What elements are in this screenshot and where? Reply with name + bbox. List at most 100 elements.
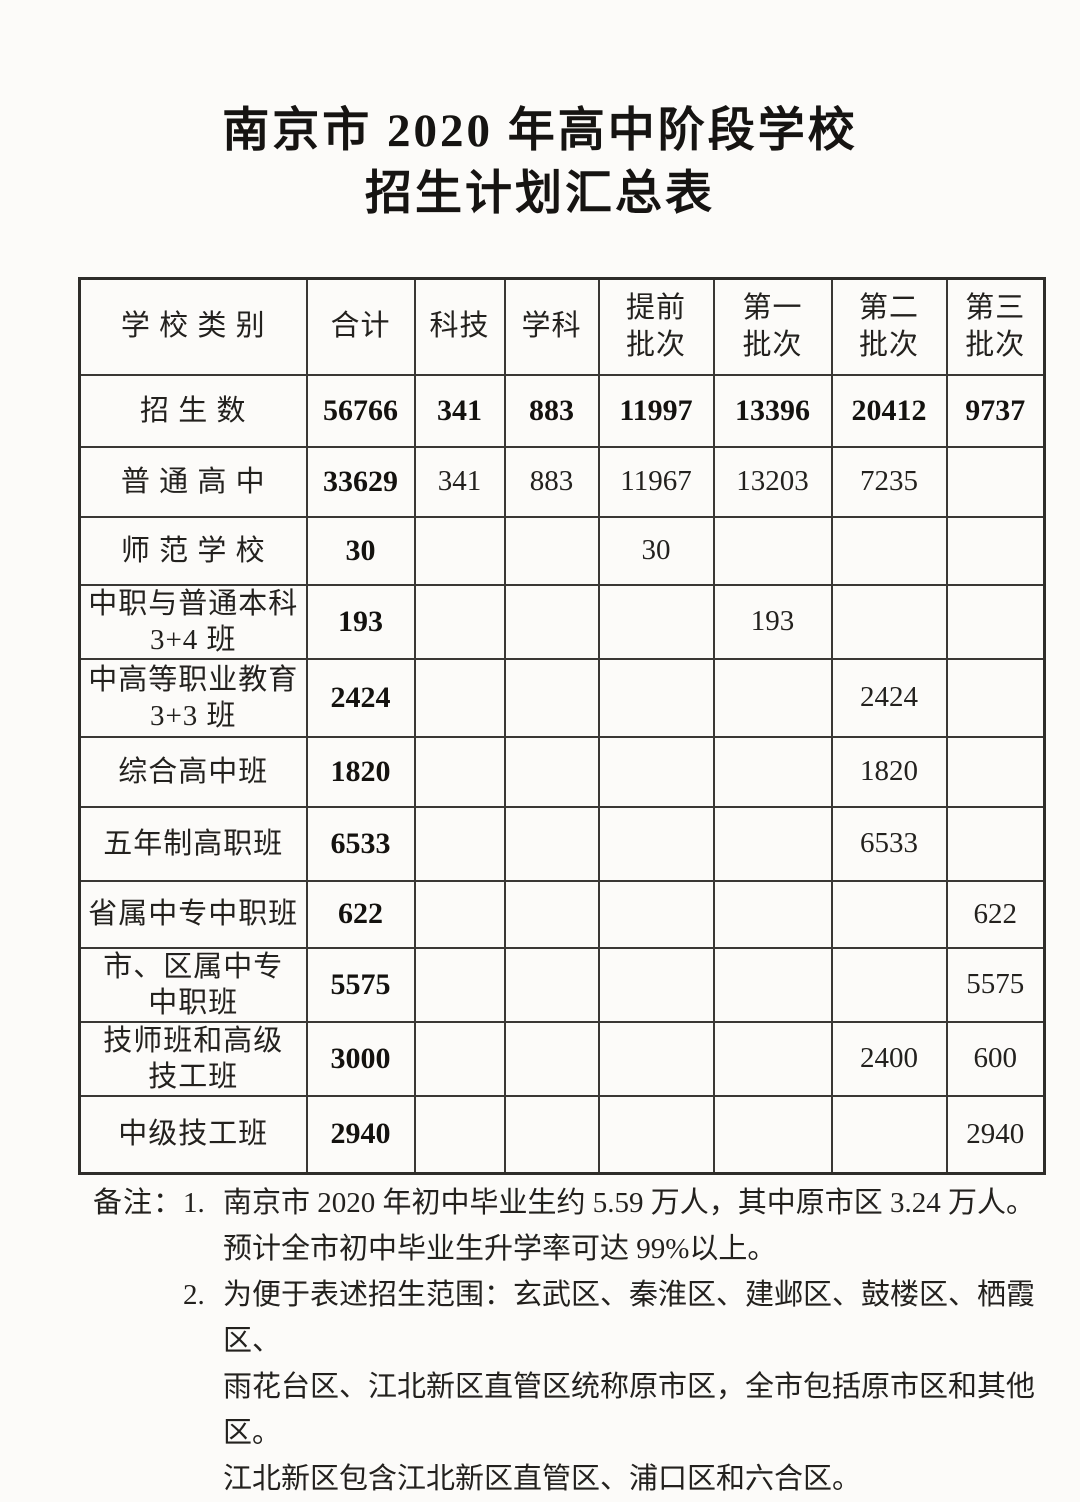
value-cell: 2940: [945, 1094, 1046, 1175]
value-cell: 11997: [597, 373, 715, 448]
value-cell: 13203: [712, 445, 833, 518]
value-cell: [945, 515, 1046, 586]
row-label: 师 范 学 校: [78, 515, 308, 586]
value-cell: 883: [503, 445, 600, 518]
value-cell: [597, 946, 715, 1023]
value-cell: 2400: [830, 1020, 948, 1097]
value-cell: 56766: [305, 373, 416, 448]
column-header: 第三 批次: [945, 277, 1046, 376]
value-cell: [597, 657, 715, 738]
value-cell: [503, 657, 600, 738]
value-cell: [597, 879, 715, 949]
row-label: 技师班和高级 技工班: [78, 1020, 308, 1097]
value-cell: 193: [305, 583, 416, 660]
table-row: 招 生 数 56766 341 883 11997 13396 20412 9737: [78, 373, 1046, 448]
row-label: 综合高中班: [78, 735, 308, 808]
value-cell: [945, 657, 1046, 738]
column-header: 提前 批次: [597, 277, 715, 376]
table-row: 省属中专中职班 622 622: [78, 879, 1046, 949]
value-cell: 20412: [830, 373, 948, 448]
value-cell: 883: [503, 373, 600, 448]
value-cell: [503, 1094, 600, 1175]
table-row: 技师班和高级 技工班 3000 2400 600: [78, 1020, 1046, 1097]
value-cell: 13396: [712, 373, 833, 448]
value-cell: [712, 879, 833, 949]
note-text: 南京市 2020 年初中毕业生约 5.59 万人，其中原市区 3.24 万人。 …: [223, 1187, 1036, 1265]
value-cell: 9737: [945, 373, 1046, 448]
table-row: 中职与普通本科 3+4 班 193 193: [78, 583, 1046, 660]
value-cell: [945, 445, 1046, 518]
value-cell: 6533: [830, 805, 948, 882]
value-cell: [830, 583, 948, 660]
value-cell: 33629: [305, 445, 416, 518]
row-label: 五年制高职班: [78, 805, 308, 882]
value-cell: [413, 879, 506, 949]
value-cell: [503, 1020, 600, 1097]
value-cell: [413, 1020, 506, 1097]
note-number: 1.: [183, 1187, 205, 1219]
row-label: 中高等职业教育 3+3 班: [78, 657, 308, 738]
value-cell: [413, 805, 506, 882]
value-cell: 2424: [830, 657, 948, 738]
value-cell: 622: [945, 879, 1046, 949]
column-header-school-category: 学 校 类 别: [78, 277, 308, 376]
table-row: 中级技工班 2940 2940: [78, 1094, 1046, 1175]
note-text: 为便于表述招生范围：玄武区、秦淮区、建邺区、鼓楼区、栖霞区、 雨花台区、江北新区…: [223, 1279, 1036, 1495]
column-header: 合计: [305, 277, 416, 376]
note-item: 2. 为便于表述招生范围：玄武区、秦淮区、建邺区、鼓楼区、栖霞区、 雨花台区、江北…: [183, 1272, 1045, 1502]
value-cell: 5575: [305, 946, 416, 1023]
value-cell: [413, 735, 506, 808]
value-cell: [503, 735, 600, 808]
value-cell: [712, 1094, 833, 1175]
value-cell: 11967: [597, 445, 715, 518]
value-cell: [413, 1094, 506, 1175]
value-cell: 3000: [305, 1020, 416, 1097]
table-row: 综合高中班 1820 1820: [78, 735, 1046, 808]
value-cell: [712, 515, 833, 586]
row-label: 中职与普通本科 3+4 班: [78, 583, 308, 660]
value-cell: [503, 805, 600, 882]
value-cell: [597, 1020, 715, 1097]
value-cell: [413, 657, 506, 738]
table-row: 五年制高职班 6533 6533: [78, 805, 1046, 882]
value-cell: [945, 583, 1046, 660]
value-cell: [503, 879, 600, 949]
table-row: 中高等职业教育 3+3 班 2424 2424: [78, 657, 1046, 738]
table-header-row: 学 校 类 别合计 科技 学科 提前 批次 第一 批次 第二 批次 第三 批次: [78, 277, 1046, 376]
value-cell: [413, 515, 506, 586]
value-cell: [413, 583, 506, 660]
value-cell: 2424: [305, 657, 416, 738]
value-cell: 622: [305, 879, 416, 949]
value-cell: [712, 735, 833, 808]
value-cell: 341: [413, 373, 506, 448]
value-cell: 2940: [305, 1094, 416, 1175]
value-cell: [945, 805, 1046, 882]
value-cell: 6533: [305, 805, 416, 882]
value-cell: [712, 657, 833, 738]
value-cell: 341: [413, 445, 506, 518]
value-cell: [830, 1094, 948, 1175]
value-cell: [597, 1094, 715, 1175]
column-header: 第二 批次: [830, 277, 948, 376]
value-cell: [712, 805, 833, 882]
title-line-2: 招生计划汇总表: [365, 168, 715, 220]
note-item: 1. 南京市 2020 年初中毕业生约 5.59 万人，其中原市区 3.24 万人…: [183, 1180, 1045, 1272]
row-label: 中级技工班: [78, 1094, 308, 1175]
notes-section: 备注： 1. 南京市 2020 年初中毕业生约 5.59 万人，其中原市区 3.2…: [93, 1180, 1045, 1502]
value-cell: [945, 735, 1046, 808]
value-cell: [597, 805, 715, 882]
note-number: 2.: [183, 1279, 205, 1311]
value-cell: 600: [945, 1020, 1046, 1097]
row-label: 招 生 数: [78, 373, 308, 448]
value-cell: [503, 583, 600, 660]
value-cell: 7235: [830, 445, 948, 518]
notes-items: 1. 南京市 2020 年初中毕业生约 5.59 万人，其中原市区 3.24 万人…: [183, 1180, 1045, 1502]
value-cell: [712, 1020, 833, 1097]
value-cell: [413, 946, 506, 1023]
value-cell: [503, 946, 600, 1023]
value-cell: 1820: [830, 735, 948, 808]
table-row: 师 范 学 校 30 30: [78, 515, 1046, 586]
notes-label: 备注：: [93, 1187, 184, 1219]
value-cell: [597, 735, 715, 808]
